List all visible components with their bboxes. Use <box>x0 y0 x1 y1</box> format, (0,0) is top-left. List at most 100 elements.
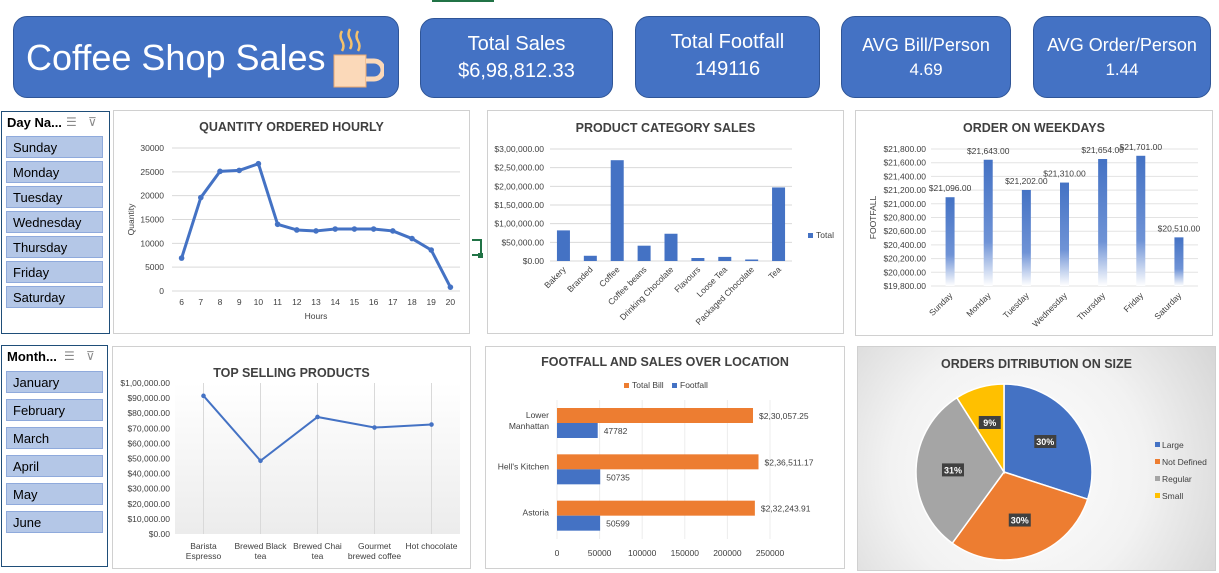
y-tick-label: $60,000.00 <box>127 438 170 448</box>
slicer-item-monday[interactable]: Monday <box>6 161 103 183</box>
legend-swatch <box>1155 476 1160 481</box>
legend-label: Total <box>816 230 834 240</box>
slicer-item-tuesday[interactable]: Tuesday <box>6 186 103 208</box>
slicer-item-june[interactable]: June <box>6 511 103 533</box>
data-point <box>294 227 300 233</box>
data-point <box>429 422 434 427</box>
slicer-item-april[interactable]: April <box>6 455 103 477</box>
x-tick-label: 17 <box>388 297 398 307</box>
hourly-chart-panel[interactable]: QUANTITY ORDERED HOURLY 0 5000 10000 15000 2… <box>113 110 470 334</box>
bar <box>637 245 651 261</box>
slicer-item-thursday[interactable]: Thursday <box>6 236 103 258</box>
location-chart-panel[interactable]: FOOTFALL AND SALES OVER LOCATION 0 50000 1… <box>485 346 845 569</box>
coffee-cup-icon <box>333 28 384 88</box>
legend-label: Footfall <box>680 380 708 390</box>
x-tick-label: tea <box>255 551 267 561</box>
bar <box>718 256 732 261</box>
x-tick-label: 16 <box>369 297 379 307</box>
data-label: $2,32,243.91 <box>761 504 811 514</box>
y-axis-title: Quantity <box>126 203 136 235</box>
y-tick-label: $0.00 <box>523 256 545 266</box>
products-chart-panel[interactable]: TOP SELLING PRODUCTS $0.00 $10,000.00 $20,… <box>112 346 471 569</box>
size-chart-panel[interactable]: ORDERS DITRIBUTION ON SIZE 30% 30% 31% 9% La… <box>857 346 1216 571</box>
data-label: 30% <box>1036 437 1054 447</box>
kpi-total-sales: Total Sales $6,98,812.33 <box>420 18 613 98</box>
data-label: $2,30,057.25 <box>759 411 809 421</box>
y-tick-label: 15000 <box>140 215 164 225</box>
y-tick-label: $50,000.00 <box>501 237 544 247</box>
kpi-value: 4.69 <box>909 60 943 79</box>
data-point <box>447 284 454 290</box>
bar <box>557 515 601 531</box>
y-tick-label: $21,200.00 <box>883 185 926 195</box>
kpi-value: 1.44 <box>1105 60 1139 79</box>
y-tick-label: $2,50,000.00 <box>494 163 544 173</box>
bar <box>610 160 624 261</box>
data-point <box>274 221 281 228</box>
slicer-item-wednesday[interactable]: Wednesday <box>6 211 103 233</box>
x-tick-label: 250000 <box>756 548 785 558</box>
slicer-item-january[interactable]: January <box>6 371 103 393</box>
weekday-chart-panel[interactable]: ORDER ON WEEKDAYS $19,800.00 $20,000.00 $2… <box>855 110 1213 336</box>
multi-select-icon[interactable]: ☰ <box>64 349 75 363</box>
x-tick-label: 100000 <box>628 548 657 558</box>
category-chart: $0.00 $50,000.00 $1,00,000.00 $1,50,000.00 $… <box>494 144 834 327</box>
weekday-chart: $19,800.00 $20,000.00 $20,200.00 $20,400.00… <box>868 142 1200 329</box>
clear-filter-icon[interactable]: ⊽ <box>88 115 97 129</box>
data-label: $21,643.00 <box>967 146 1010 156</box>
kpi-avg-bill: AVG Bill/Person 4.69 <box>841 16 1011 98</box>
x-tick-label: 9 <box>237 297 242 307</box>
data-label: $21,096.00 <box>929 183 972 193</box>
data-label: $21,701.00 <box>1120 142 1163 152</box>
x-tick-label: 15 <box>350 297 360 307</box>
y-tick-label: $80,000.00 <box>127 408 170 418</box>
chart-title: ORDERS DITRIBUTION ON SIZE <box>941 357 1132 371</box>
kpi-label: Total Sales <box>467 33 566 55</box>
clear-filter-icon[interactable]: ⊽ <box>86 349 95 363</box>
day-slicer: Day Na... ☰ ⊽ Sunday Monday Tuesday Wedn… <box>1 111 110 334</box>
data-label: $2,36,511.17 <box>765 457 814 467</box>
y-tick-label: 20000 <box>140 191 164 201</box>
multi-select-icon[interactable]: ☰ <box>66 115 77 129</box>
y-tick-label: 25000 <box>140 167 164 177</box>
x-tick-label: Tuesday <box>1001 290 1031 320</box>
kpi-avg-order: AVG Order/Person 1.44 <box>1033 16 1211 98</box>
legend-swatch <box>1155 459 1160 464</box>
slicer-item-friday[interactable]: Friday <box>6 261 103 283</box>
cell-selection-handle <box>478 253 483 258</box>
y-axis-title: FOOTFALL <box>868 196 878 240</box>
data-point <box>313 228 319 234</box>
excel-top-marker <box>432 0 494 2</box>
location-chart: 0 50000 100000 150000 200000 250000 Total Bill… <box>498 380 814 558</box>
legend-swatch <box>1155 442 1160 447</box>
x-tick-label: Sunday <box>927 290 955 318</box>
bar <box>1174 237 1184 286</box>
data-point <box>409 235 415 242</box>
x-tick-label: Friday <box>1121 290 1145 314</box>
data-point <box>255 160 262 167</box>
y-tick-label: $19,800.00 <box>883 281 926 291</box>
y-tick-label: $10,000.00 <box>127 514 170 524</box>
slicer-item-february[interactable]: February <box>6 399 103 421</box>
category-chart-panel[interactable]: PRODUCT CATEGORY SALES $0.00 $50,000.00 $1… <box>487 110 844 334</box>
slicer-item-march[interactable]: March <box>6 427 103 449</box>
hourly-chart: 0 5000 10000 15000 20000 25000 30000 6 7 8 9 10 11 12… <box>126 143 460 321</box>
legend-swatch <box>1155 493 1160 498</box>
slicer-item-saturday[interactable]: Saturday <box>6 286 103 308</box>
data-point <box>351 226 358 232</box>
legend-swatch <box>672 383 677 388</box>
y-tick-label: $20,000.00 <box>127 499 170 509</box>
x-axis-title: Hours <box>305 311 328 321</box>
month-slicer: Month... ☰ ⊽ January February March Apri… <box>1 345 108 567</box>
y-tick-label: $21,400.00 <box>883 171 926 181</box>
slicer-title: Day Na... <box>7 115 62 130</box>
data-point <box>390 228 396 234</box>
legend-label: Regular <box>1162 474 1192 484</box>
slicer-item-sunday[interactable]: Sunday <box>6 136 103 158</box>
x-tick-label: 200000 <box>713 548 742 558</box>
x-tick-label: Espresso <box>186 551 222 561</box>
slicer-item-may[interactable]: May <box>6 483 103 505</box>
bar <box>557 423 598 438</box>
x-tick-label: brewed coffee <box>348 551 402 561</box>
y-tick-label: $50,000.00 <box>127 454 170 464</box>
